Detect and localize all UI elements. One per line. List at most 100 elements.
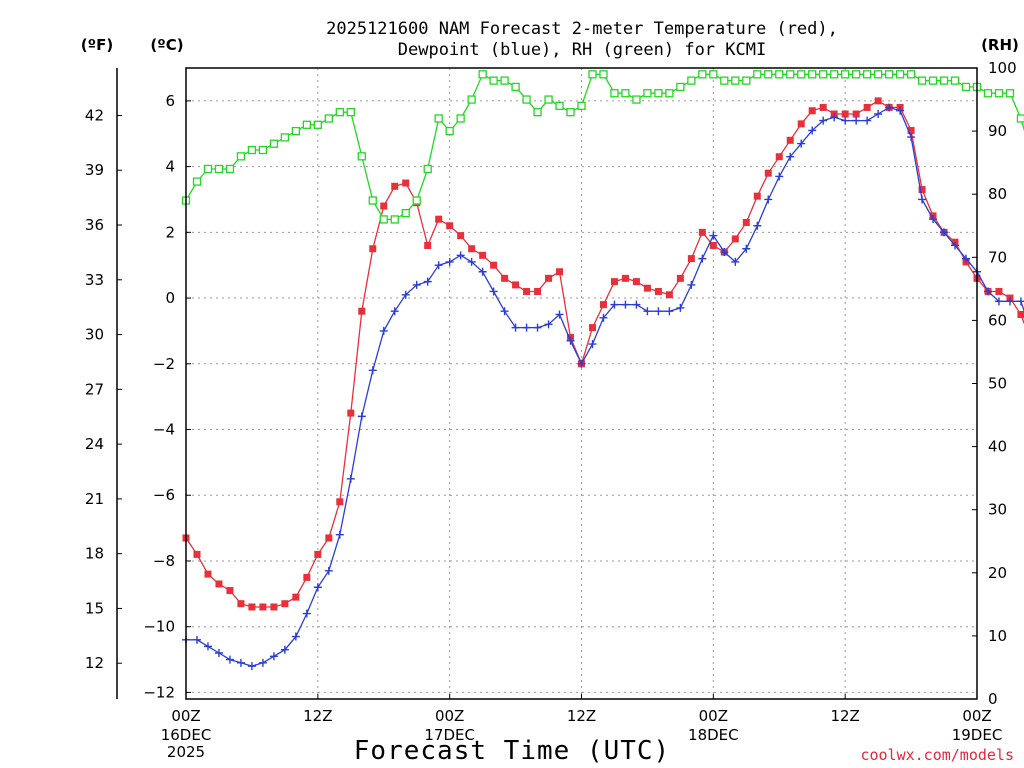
data-point — [291, 126, 301, 136]
data-point — [269, 139, 279, 148]
data-point — [940, 228, 949, 237]
data-point — [819, 103, 827, 111]
data-point — [917, 76, 927, 85]
data-point — [391, 182, 399, 190]
data-point — [534, 287, 542, 295]
data-point — [896, 106, 905, 115]
fahrenheit-tick-label: 39 — [85, 161, 104, 179]
fahrenheit-tick-label: 42 — [85, 106, 104, 124]
time-tick-label: 00Z — [699, 707, 728, 725]
data-point — [709, 70, 718, 79]
data-point — [698, 228, 706, 236]
data-point — [731, 76, 740, 85]
data-point — [270, 603, 278, 611]
data-point — [665, 89, 674, 98]
data-point — [336, 498, 344, 506]
celsius-tick-label: −8 — [153, 552, 175, 570]
data-point — [588, 340, 597, 349]
data-point — [225, 164, 235, 174]
data-point — [512, 281, 520, 289]
data-point — [819, 116, 828, 125]
celsius-tick-label: −12 — [143, 683, 175, 701]
data-point — [709, 231, 718, 240]
data-point — [390, 307, 399, 316]
data-point — [313, 583, 322, 592]
data-point — [654, 89, 663, 98]
data-point — [1016, 114, 1024, 123]
celsius-tick-label: −6 — [153, 486, 175, 504]
data-point — [259, 603, 267, 611]
data-point — [742, 76, 751, 85]
data-point — [918, 195, 927, 204]
data-point — [830, 70, 839, 79]
data-point — [500, 307, 509, 316]
data-point — [435, 215, 443, 223]
data-point — [368, 366, 377, 375]
data-point — [236, 152, 246, 161]
time-tick-label: 12Z — [830, 707, 859, 725]
data-point — [764, 70, 773, 79]
data-point — [401, 290, 410, 299]
data-point — [456, 114, 465, 123]
data-point — [621, 300, 630, 309]
data-point — [368, 196, 377, 205]
data-point — [258, 658, 267, 667]
data-point — [401, 208, 410, 218]
data-point — [632, 278, 640, 286]
data-point — [808, 70, 817, 79]
data-point — [523, 287, 531, 295]
data-point — [468, 245, 476, 253]
data-point — [731, 235, 739, 243]
data-point — [346, 108, 355, 117]
data-point — [522, 95, 531, 104]
data-point — [478, 70, 487, 79]
data-point — [951, 241, 960, 250]
data-point — [830, 113, 839, 122]
gridlines — [186, 68, 977, 699]
data-point — [215, 580, 223, 588]
fahrenheit-tick-label: 27 — [85, 380, 104, 398]
data-point — [555, 101, 564, 111]
data-point — [939, 76, 949, 85]
data-point — [281, 600, 289, 608]
data-point — [357, 412, 366, 421]
rh-tick-label: 40 — [988, 438, 1007, 456]
data-point — [731, 257, 740, 266]
data-point — [358, 307, 366, 315]
data-point — [204, 570, 212, 578]
data-point — [797, 70, 806, 79]
data-point — [588, 70, 597, 79]
data-point — [874, 110, 883, 119]
data-point — [478, 267, 487, 276]
data-point — [566, 336, 575, 345]
data-point — [313, 120, 322, 129]
data-point — [599, 70, 608, 79]
data-point — [863, 103, 871, 111]
data-point — [841, 110, 849, 118]
fahrenheit-tick-label: 36 — [85, 216, 104, 234]
data-point — [379, 326, 388, 335]
data-point — [874, 97, 882, 105]
data-point — [676, 82, 685, 92]
data-point — [556, 268, 564, 276]
data-point — [676, 303, 685, 312]
chart-title-line2: Dewpoint (blue), RH (green) for KCMI — [398, 40, 766, 60]
data-point — [720, 76, 729, 85]
data-point — [467, 95, 476, 104]
fahrenheit-tick-label: 21 — [85, 490, 104, 508]
data-point — [225, 655, 234, 664]
credit-text: coolwx.com/models — [860, 746, 1014, 764]
data-point — [325, 534, 333, 542]
data-point — [928, 76, 938, 85]
data-point — [577, 359, 586, 368]
data-point — [698, 70, 707, 79]
data-point — [995, 287, 1003, 295]
data-point — [775, 172, 784, 181]
series-line — [185, 73, 1024, 221]
data-point — [819, 70, 828, 79]
data-point — [280, 645, 289, 654]
celsius-tick-label: −10 — [143, 618, 175, 636]
series-0 — [182, 97, 1024, 611]
time-tick-label: 12Z — [567, 707, 596, 725]
data-point — [720, 248, 729, 257]
